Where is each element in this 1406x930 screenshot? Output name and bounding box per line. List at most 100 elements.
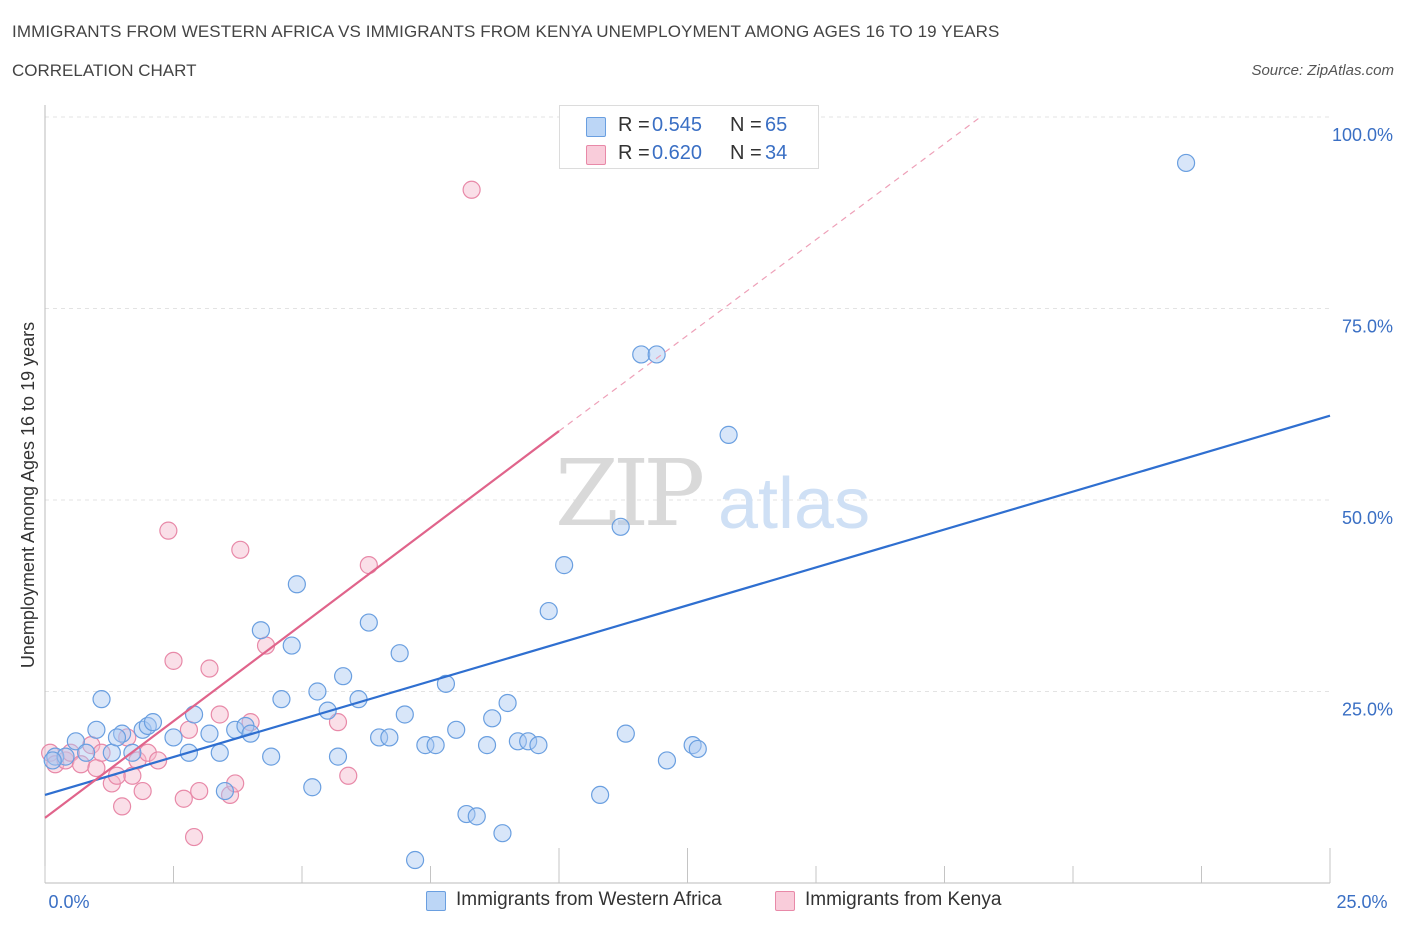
data-point-western-africa — [395, 705, 414, 724]
data-point-western-africa — [539, 601, 558, 621]
data-point-kenya — [138, 743, 157, 762]
tick-labels: 25.0% 50.0% 75.0% 100.0% 0.0% 25.0% — [48, 125, 1393, 912]
data-point-western-africa — [632, 345, 651, 364]
data-point-kenya — [462, 180, 481, 199]
data-point-kenya — [164, 651, 183, 670]
y-tick-label: 25.0% — [1342, 700, 1393, 720]
legend-swatch-western-africa — [426, 891, 446, 911]
data-point-western-africa — [719, 425, 738, 444]
data-point-kenya — [200, 659, 219, 678]
r-label: R = — [618, 114, 650, 136]
y-tick-label: 50.0% — [1342, 508, 1393, 528]
data-point-western-africa — [164, 728, 183, 747]
data-point-western-africa — [591, 785, 610, 805]
data-point-western-africa — [657, 751, 677, 770]
data-point-western-africa — [282, 636, 301, 655]
data-point-western-africa — [272, 690, 291, 709]
y-tick-label: 100.0% — [1332, 125, 1393, 145]
data-point-western-africa — [498, 693, 517, 713]
axes — [44, 105, 1331, 884]
legend-swatch-western-africa — [586, 117, 606, 137]
y-tick-label: 75.0% — [1342, 317, 1393, 337]
data-point-western-africa — [390, 644, 409, 663]
data-point-western-africa — [611, 517, 630, 536]
data-point-kenya — [339, 766, 358, 785]
data-point-western-africa — [210, 743, 229, 762]
data-point-western-africa — [143, 713, 163, 732]
x-tick-label: 25.0% — [1336, 892, 1387, 912]
data-point-western-africa — [370, 728, 389, 747]
data-point-western-africa — [200, 724, 219, 743]
n-label: N = — [730, 114, 762, 136]
data-point-western-africa — [493, 824, 512, 843]
data-point-western-africa — [616, 724, 635, 743]
data-point-western-africa — [308, 682, 327, 701]
data-point-western-africa — [529, 736, 548, 755]
legend-swatch-kenya — [775, 891, 795, 911]
data-point-western-africa — [184, 705, 204, 724]
data-point-western-africa — [426, 736, 445, 755]
data-point-western-africa — [303, 778, 322, 797]
data-point-western-africa — [688, 739, 707, 759]
r-value: 0.620 — [652, 142, 703, 164]
data-point-western-africa — [215, 781, 234, 801]
data-point-western-africa — [77, 743, 96, 762]
data-point-western-africa — [508, 732, 527, 751]
data-point-western-africa — [102, 743, 121, 762]
data-point-western-africa — [287, 575, 306, 594]
data-point-kenya — [71, 755, 91, 774]
legend-label: Immigrants from Kenya — [805, 889, 1002, 910]
r-label: R = — [618, 142, 650, 164]
n-value: 34 — [765, 142, 788, 164]
stats-legend: R = 0.545 N = 65 R = 0.620 N = 34 — [559, 105, 819, 169]
watermark-zip: ZIP — [555, 440, 702, 547]
trend-line-western-africa — [44, 414, 1331, 796]
r-value: 0.545 — [652, 114, 703, 136]
trend-line-kenya — [44, 430, 560, 819]
data-point-kenya — [133, 781, 152, 801]
data-point-western-africa — [262, 747, 281, 766]
watermark: ZIP atlas — [555, 440, 870, 547]
legend-label: Immigrants from Western Africa — [456, 889, 722, 910]
data-point-kenya — [231, 540, 250, 559]
legend-swatch-kenya — [586, 145, 606, 165]
source-label: Source: ZipAtlas.com — [1251, 62, 1394, 79]
data-point-western-africa — [416, 736, 435, 755]
data-point-kenya — [92, 743, 111, 762]
data-point-western-africa — [334, 667, 353, 686]
data-point-western-africa — [477, 736, 497, 755]
data-point-kenya — [112, 797, 132, 816]
chart-title: IMMIGRANTS FROM WESTERN AFRICA VS IMMIGR… — [12, 22, 1000, 41]
data-point-kenya — [210, 705, 229, 724]
data-point-western-africa — [380, 728, 399, 747]
watermark-atlas: atlas — [718, 464, 870, 544]
data-point-western-africa — [107, 728, 127, 747]
series-kenya-points — [41, 180, 481, 847]
data-point-western-africa — [92, 690, 111, 709]
trend-lines — [44, 116, 1331, 819]
data-point-western-africa — [447, 720, 466, 739]
data-point-kenya — [226, 774, 245, 793]
data-point-kenya — [184, 827, 204, 847]
data-point-kenya — [190, 781, 209, 801]
chart-subtitle: CORRELATION CHART — [12, 61, 197, 80]
data-point-western-africa — [1176, 153, 1196, 173]
data-point-kenya — [179, 720, 199, 739]
data-point-western-africa — [483, 709, 502, 728]
data-point-western-africa — [328, 747, 348, 766]
y-axis-label: Unemployment Among Ages 16 to 19 years — [18, 322, 38, 668]
data-point-western-africa — [436, 674, 456, 693]
x-tick-label: 0.0% — [48, 892, 89, 912]
data-point-western-africa — [87, 720, 106, 739]
data-point-kenya — [174, 789, 193, 808]
data-point-western-africa — [251, 621, 270, 640]
data-point-western-africa — [66, 732, 85, 751]
data-point-western-africa — [405, 850, 425, 870]
n-label: N = — [730, 142, 762, 164]
data-point-western-africa — [555, 556, 574, 575]
data-point-western-africa — [43, 751, 62, 770]
data-point-western-africa — [359, 613, 378, 632]
data-point-western-africa — [519, 732, 538, 751]
data-point-western-africa — [467, 807, 486, 826]
